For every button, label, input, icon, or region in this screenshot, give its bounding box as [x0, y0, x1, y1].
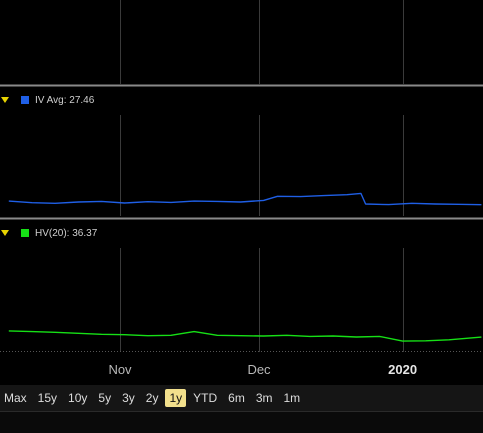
x-tick-label: 2020 [388, 362, 417, 377]
x-tick-label: Nov [108, 362, 132, 377]
range-button-1y[interactable]: 1y [165, 389, 187, 407]
range-button-15y[interactable]: 15y [37, 391, 58, 405]
range-button-10y[interactable]: 10y [68, 391, 88, 405]
range-button-ytd[interactable]: YTD [193, 391, 218, 405]
iv-avg-line [8, 192, 482, 206]
range-button-max[interactable]: Max [4, 391, 27, 405]
range-button-6m[interactable]: 6m [228, 391, 245, 405]
range-button-2y[interactable]: 2y [145, 391, 159, 405]
hv-legend-label: HV(20): 36.37 [35, 227, 98, 239]
hv20-line [8, 330, 482, 342]
hv-legend: HV(20): 36.37 [0, 226, 97, 240]
range-button-1m[interactable]: 1m [283, 391, 301, 405]
hv-series-swatch [21, 229, 29, 237]
time-range-selector: Max 15y 10y 5y 3y 2y 1y YTD 6m 3m 1m [0, 385, 483, 411]
chart-canvas: Nov Dec 2020 [0, 0, 483, 377]
collapse-arrow-icon[interactable] [1, 230, 9, 236]
range-button-5y[interactable]: 5y [98, 391, 112, 405]
bottom-toolbar [0, 411, 483, 433]
iv-series-swatch [21, 96, 29, 104]
collapse-arrow-icon[interactable] [1, 97, 9, 103]
iv-legend-label: IV Avg: 27.46 [35, 94, 95, 106]
range-button-3m[interactable]: 3m [255, 391, 273, 405]
range-button-3y[interactable]: 3y [122, 391, 135, 405]
iv-legend: IV Avg: 27.46 [0, 93, 94, 107]
x-tick-label: Dec [247, 362, 271, 377]
